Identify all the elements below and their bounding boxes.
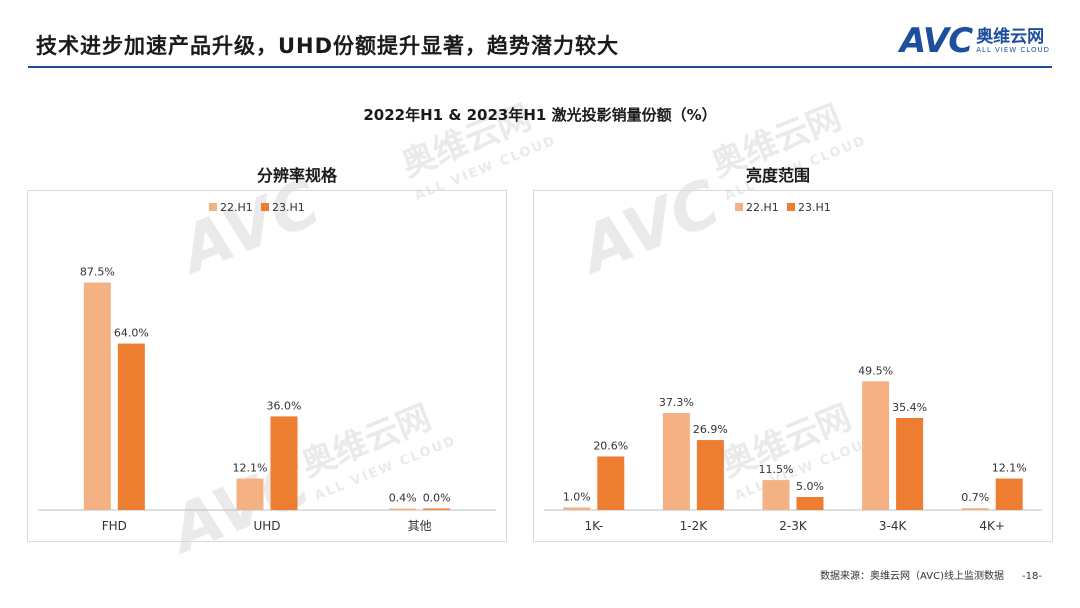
bar-23.H1-FHD bbox=[117, 343, 145, 510]
data-label: 11.5% bbox=[759, 463, 794, 476]
bar-23.H1-其他 bbox=[423, 508, 451, 510]
data-label: 26.9% bbox=[693, 423, 728, 436]
data-label: 12.1% bbox=[233, 462, 268, 475]
chart-panel-resolution: 22.H1 23.H1 87.5% 64.0% FHD 12.1% 36.0% UHD 0.4%… bbox=[27, 190, 507, 542]
tick-label: 2-3K bbox=[779, 519, 808, 533]
bar-23.H1-4K+ bbox=[995, 478, 1023, 510]
tick-label: 1-2K bbox=[680, 519, 709, 533]
legend-swatch-0 bbox=[735, 203, 743, 211]
data-label: 37.3% bbox=[659, 396, 694, 409]
legend-swatch-0 bbox=[209, 203, 217, 211]
data-label: 5.0% bbox=[796, 480, 824, 493]
legend-swatch-1 bbox=[787, 203, 795, 211]
legend-label-1: 23.H1 bbox=[272, 201, 305, 214]
chart-title-resolution: 分辨率规格 bbox=[256, 166, 337, 185]
data-label: 0.4% bbox=[389, 492, 417, 505]
page-title: 技术进步加速产品升级，UHD份额提升显著，趋势潜力较大 bbox=[36, 34, 620, 58]
resolution-chart: 22.H1 23.H1 87.5% 64.0% FHD 12.1% 36.0% UHD 0.4%… bbox=[38, 201, 496, 533]
bar-22.H1-UHD bbox=[236, 478, 264, 510]
legend-label-1: 23.H1 bbox=[798, 201, 831, 214]
legend-label-0: 22.H1 bbox=[746, 201, 779, 214]
bar-23.H1-1-2K bbox=[696, 440, 724, 510]
bar-23.H1-3-4K bbox=[896, 417, 924, 510]
logo-text: 奥维云网 ALL VIEW CLOUD bbox=[976, 28, 1050, 54]
header-rule bbox=[28, 66, 1052, 68]
bar-22.H1-1-2K bbox=[662, 413, 690, 510]
logo-cn: 奥维云网 bbox=[976, 27, 1045, 47]
chart-title-brightness: 亮度范围 bbox=[745, 166, 810, 185]
tick-label: 1K- bbox=[585, 519, 604, 533]
data-label: 20.6% bbox=[593, 439, 628, 452]
tick-label: 3-4K bbox=[879, 519, 908, 533]
bar-22.H1-其他 bbox=[389, 508, 417, 510]
data-label: 87.5% bbox=[80, 266, 115, 279]
tick-label: FHD bbox=[102, 519, 127, 533]
data-source: 数据来源：奥维云网（AVC)线上监测数据 bbox=[820, 571, 1004, 582]
logo-en: ALL VIEW CLOUD bbox=[976, 46, 1050, 54]
tick-label: UHD bbox=[253, 519, 280, 533]
bar-22.H1-3-4K bbox=[862, 381, 890, 510]
data-label: 36.0% bbox=[267, 399, 302, 412]
data-label: 1.0% bbox=[563, 490, 591, 503]
page-number: -18- bbox=[1022, 571, 1042, 582]
data-label: 49.5% bbox=[858, 364, 893, 377]
data-label: 12.1% bbox=[992, 462, 1027, 475]
data-label: 64.0% bbox=[114, 327, 149, 340]
tick-label: 其他 bbox=[408, 519, 432, 533]
brightness-chart: 22.H1 23.H1 1.0% 20.6% 1K- 37.3% 26.9% 1-2K 11.5… bbox=[544, 201, 1042, 533]
tick-label: 4K+ bbox=[979, 519, 1005, 533]
bar-22.H1-4K+ bbox=[961, 508, 989, 510]
legend-swatch-1 bbox=[261, 203, 269, 211]
bar-22.H1-2-3K bbox=[762, 480, 790, 510]
legend-label-0: 22.H1 bbox=[220, 201, 253, 214]
bar-23.H1-1K- bbox=[597, 456, 625, 510]
data-label: 35.4% bbox=[892, 401, 927, 414]
bar-22.H1-1K- bbox=[563, 507, 591, 510]
bar-23.H1-UHD bbox=[270, 416, 298, 510]
bar-22.H1-FHD bbox=[83, 282, 111, 510]
logo-mark: AVC bbox=[899, 21, 973, 61]
chart-main-title: 2022年H1 & 2023年H1 激光投影销量份额（%） bbox=[363, 106, 717, 124]
bar-23.H1-2-3K bbox=[796, 497, 824, 510]
data-label: 0.0% bbox=[423, 492, 451, 505]
data-label: 0.7% bbox=[961, 491, 989, 504]
chart-panel-brightness: 22.H1 23.H1 1.0% 20.6% 1K- 37.3% 26.9% 1-2K 11.5… bbox=[533, 190, 1053, 542]
avc-logo: AVC 奥维云网 ALL VIEW CLOUD bbox=[900, 24, 1050, 58]
